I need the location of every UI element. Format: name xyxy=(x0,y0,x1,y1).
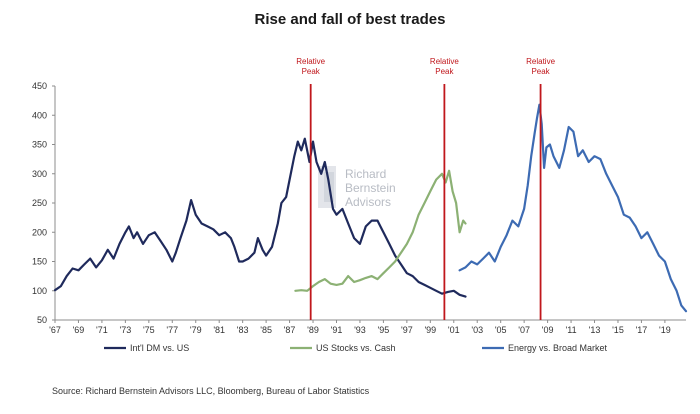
peak-label-2: Relative xyxy=(526,57,555,66)
y-tick-label: 200 xyxy=(32,227,47,237)
x-tick-label: '97 xyxy=(401,325,413,335)
source-note: Source: Richard Bernstein Advisors LLC, … xyxy=(52,386,370,396)
x-tick-label: '07 xyxy=(518,325,530,335)
watermark-text-3: Advisors xyxy=(345,195,391,209)
x-tick-label: '87 xyxy=(284,325,296,335)
x-tick-label: '09 xyxy=(542,325,554,335)
peak-label-2: Peak xyxy=(531,67,550,76)
x-tick-label: '89 xyxy=(307,325,319,335)
y-axis: 50 100 150 200 250 300 350 400 450 xyxy=(32,81,56,325)
x-tick-label: '75 xyxy=(143,325,155,335)
x-tick-label: '13 xyxy=(589,325,601,335)
x-tick-label: '67 xyxy=(49,325,61,335)
x-tick-label: '03 xyxy=(471,325,483,335)
y-tick-label: 250 xyxy=(32,198,47,208)
legend-label-1: US Stocks vs. Cash xyxy=(316,343,396,353)
x-tick-label: '99 xyxy=(424,325,436,335)
watermark-text-1: Richard xyxy=(345,167,386,181)
x-tick-label: '19 xyxy=(659,325,671,335)
x-tick-label: '01 xyxy=(448,325,460,335)
x-tick-label: '69 xyxy=(73,325,85,335)
x-tick-label: '11 xyxy=(566,325,577,335)
x-tick-label: '73 xyxy=(120,325,132,335)
y-tick-label: 350 xyxy=(32,140,47,150)
y-tick-label: 400 xyxy=(32,110,47,120)
y-tick-label: 100 xyxy=(32,286,47,296)
watermark-text-2: Bernstein xyxy=(345,181,396,195)
x-tick-label: '93 xyxy=(354,325,366,335)
y-tick-label: 150 xyxy=(32,257,47,267)
x-tick-label: '91 xyxy=(331,325,343,335)
x-tick-label: '77 xyxy=(166,325,178,335)
x-axis: '67 '69 '71 '73 '75 '77 '79 '81 '83 '85 '87 '89 '91 '… xyxy=(49,319,686,335)
peak-label-0: Peak xyxy=(302,67,321,76)
peak-label-0: Relative xyxy=(296,57,325,66)
peak-label-1: Peak xyxy=(435,67,454,76)
peak-label-1: Relative xyxy=(430,57,459,66)
legend-label-2: Energy vs. Broad Market xyxy=(508,343,608,353)
x-tick-label: '15 xyxy=(612,325,624,335)
series-lines xyxy=(53,103,688,313)
y-tick-label: 300 xyxy=(32,169,47,179)
series-line-0 xyxy=(53,137,467,298)
x-tick-label: '85 xyxy=(260,325,272,335)
series-line-1 xyxy=(294,169,467,292)
x-tick-label: '71 xyxy=(96,325,108,335)
x-tick-label: '81 xyxy=(213,325,225,335)
x-tick-label: '17 xyxy=(636,325,648,335)
y-tick-label: 50 xyxy=(37,315,47,325)
series-line-2 xyxy=(458,103,688,313)
legend-label-0: Int'l DM vs. US xyxy=(130,343,189,353)
x-tick-label: '95 xyxy=(378,325,390,335)
chart-title: Rise and fall of best trades xyxy=(255,11,446,28)
x-tick-label: '05 xyxy=(495,325,507,335)
x-tick-label: '79 xyxy=(190,325,202,335)
legend: Int'l DM vs. US US Stocks vs. Cash Energy … xyxy=(104,343,608,353)
y-tick-label: 450 xyxy=(32,81,47,91)
x-tick-label: '83 xyxy=(237,325,249,335)
